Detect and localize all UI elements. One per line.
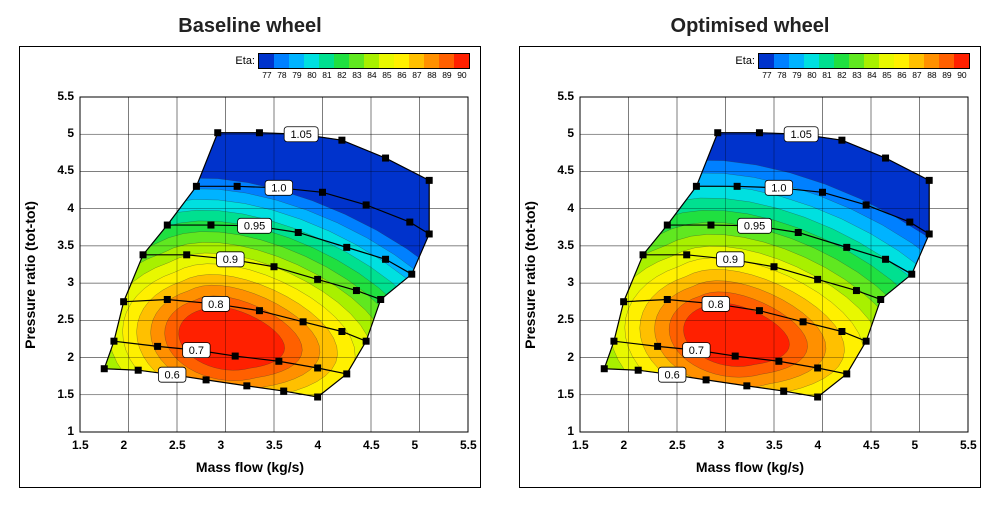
legend-colorbar bbox=[758, 53, 970, 69]
y-tick-label: 2.5 bbox=[57, 312, 74, 326]
svg-text:1.0: 1.0 bbox=[271, 183, 286, 195]
y-tick-label: 5.5 bbox=[557, 89, 574, 103]
y-tick-label: 1.5 bbox=[557, 387, 574, 401]
y-tick-label: 2 bbox=[567, 350, 574, 364]
svg-text:0.9: 0.9 bbox=[223, 254, 238, 266]
plot-frame: Eta:7778798081828384858687888990Mass flo… bbox=[19, 46, 481, 488]
y-tick-label: 4.5 bbox=[557, 163, 574, 177]
y-tick-label: 3 bbox=[67, 275, 74, 289]
y-tick-label: 4 bbox=[567, 201, 574, 215]
y-tick-label: 2 bbox=[67, 350, 74, 364]
plot-frame: Eta:7778798081828384858687888990Mass flo… bbox=[519, 46, 981, 488]
svg-text:1.05: 1.05 bbox=[290, 129, 311, 141]
y-tick-label: 3 bbox=[567, 275, 574, 289]
x-tick-label: 2 bbox=[621, 438, 628, 452]
y-tick-label: 5 bbox=[67, 126, 74, 140]
x-tick-label: 4.5 bbox=[863, 438, 880, 452]
y-tick-label: 4 bbox=[67, 201, 74, 215]
x-tick-label: 1.5 bbox=[572, 438, 589, 452]
panel-title: Baseline wheel bbox=[178, 15, 321, 38]
legend-ticks: 7778798081828384858687888990 bbox=[731, 70, 969, 80]
legend-label: Eta: bbox=[735, 55, 755, 67]
y-tick-label: 4.5 bbox=[57, 163, 74, 177]
chart-panel: Optimised wheelEta:777879808182838485868… bbox=[515, 15, 985, 488]
x-tick-label: 5.5 bbox=[960, 438, 977, 452]
svg-text:0.9: 0.9 bbox=[723, 254, 738, 266]
x-tick-label: 5 bbox=[912, 438, 919, 452]
colorbar-legend: Eta:7778798081828384858687888990 bbox=[235, 53, 470, 80]
svg-text:1.0: 1.0 bbox=[771, 183, 786, 195]
svg-text:0.95: 0.95 bbox=[244, 221, 265, 233]
y-tick-label: 3.5 bbox=[57, 238, 74, 252]
svg-text:0.6: 0.6 bbox=[165, 370, 180, 382]
x-tick-label: 4 bbox=[815, 438, 822, 452]
svg-text:0.7: 0.7 bbox=[189, 345, 204, 357]
x-tick-label: 3.5 bbox=[266, 438, 283, 452]
legend-colorbar bbox=[258, 53, 470, 69]
x-tick-label: 3 bbox=[218, 438, 225, 452]
y-axis-label: Pressure ratio (tot-tot) bbox=[22, 201, 38, 349]
y-tick-label: 1 bbox=[67, 424, 74, 438]
x-tick-label: 4 bbox=[315, 438, 322, 452]
y-tick-label: 3.5 bbox=[557, 238, 574, 252]
x-tick-label: 5 bbox=[412, 438, 419, 452]
svg-text:0.95: 0.95 bbox=[744, 221, 765, 233]
y-tick-label: 5 bbox=[567, 126, 574, 140]
plot-svg: 0.6 0.7 0.8 0.9 0.95 1.0 1.05 bbox=[520, 47, 980, 487]
x-axis-label: Mass flow (kg/s) bbox=[196, 459, 304, 475]
svg-text:1.05: 1.05 bbox=[790, 129, 811, 141]
x-tick-label: 2 bbox=[121, 438, 128, 452]
x-tick-label: 1.5 bbox=[72, 438, 89, 452]
x-tick-label: 3.5 bbox=[766, 438, 783, 452]
x-tick-label: 5.5 bbox=[460, 438, 477, 452]
x-tick-label: 2.5 bbox=[169, 438, 186, 452]
x-axis-label: Mass flow (kg/s) bbox=[696, 459, 804, 475]
y-tick-label: 1 bbox=[567, 424, 574, 438]
y-axis-label: Pressure ratio (tot-tot) bbox=[522, 201, 538, 349]
legend-ticks: 7778798081828384858687888990 bbox=[231, 70, 469, 80]
x-tick-label: 4.5 bbox=[363, 438, 380, 452]
y-tick-label: 5.5 bbox=[57, 89, 74, 103]
x-tick-label: 2.5 bbox=[669, 438, 686, 452]
colorbar-legend: Eta:7778798081828384858687888990 bbox=[735, 53, 970, 80]
legend-label: Eta: bbox=[235, 55, 255, 67]
panel-title: Optimised wheel bbox=[671, 15, 830, 38]
chart-panel: Baseline wheelEta:7778798081828384858687… bbox=[15, 15, 485, 488]
svg-text:0.8: 0.8 bbox=[708, 299, 723, 311]
svg-text:0.7: 0.7 bbox=[689, 345, 704, 357]
svg-text:0.8: 0.8 bbox=[208, 299, 223, 311]
y-tick-label: 1.5 bbox=[57, 387, 74, 401]
x-tick-label: 3 bbox=[718, 438, 725, 452]
svg-text:0.6: 0.6 bbox=[665, 370, 680, 382]
plot-svg: 0.6 0.7 0.8 0.9 0.95 1.0 1.05 bbox=[20, 47, 480, 487]
y-tick-label: 2.5 bbox=[557, 312, 574, 326]
